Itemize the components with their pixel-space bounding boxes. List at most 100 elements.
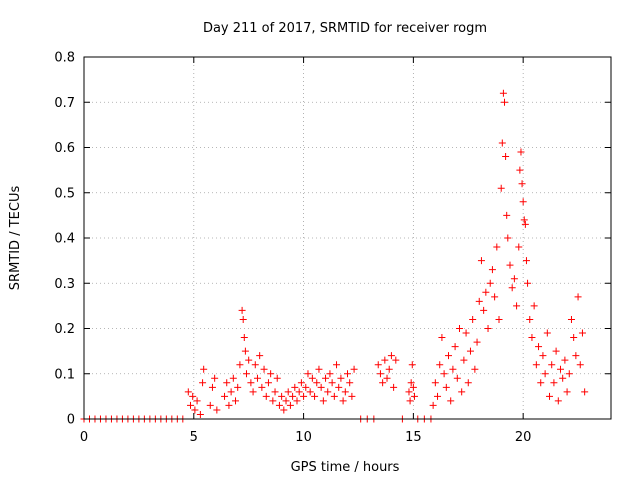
data-point (508, 284, 516, 292)
data-point (552, 347, 560, 355)
data-point (337, 374, 345, 382)
data-point (264, 379, 272, 387)
data-point (328, 379, 336, 387)
y-tick-label: 0.5 (54, 186, 75, 201)
data-point (520, 216, 528, 224)
data-point (530, 302, 538, 310)
data-point (289, 392, 297, 400)
data-point (213, 406, 221, 414)
data-point (561, 356, 569, 364)
data-point (532, 361, 540, 369)
data-point (392, 356, 400, 364)
data-point (341, 388, 349, 396)
y-tick-label: 0.4 (54, 232, 75, 247)
y-axis-label: SRMTID / TECUs (8, 186, 23, 291)
grid-lines (84, 57, 611, 419)
data-point (451, 343, 459, 351)
data-point (191, 406, 199, 414)
data-point (333, 361, 341, 369)
data-point (245, 356, 253, 364)
data-point (449, 365, 457, 373)
data-point (249, 388, 257, 396)
data-point (241, 347, 249, 355)
data-point (225, 401, 233, 409)
data-point (521, 220, 529, 228)
data-point (480, 306, 488, 314)
plot-frame (83, 56, 612, 420)
data-point (344, 370, 351, 378)
data-point (300, 392, 308, 400)
data-point (581, 388, 589, 396)
data-point (501, 98, 509, 106)
data-point (528, 334, 536, 342)
data-point (253, 374, 261, 382)
data-point (498, 139, 506, 147)
data-point (193, 397, 201, 405)
data-point (471, 365, 479, 373)
data-point (524, 279, 532, 287)
x-tick-label: 10 (295, 430, 312, 445)
data-point (503, 211, 511, 219)
data-point (405, 388, 413, 396)
data-point (455, 325, 463, 332)
data-point (572, 352, 580, 360)
data-point (482, 288, 490, 296)
data-point (311, 392, 319, 400)
data-point (565, 370, 573, 378)
data-point (537, 379, 545, 387)
data-point (326, 370, 334, 378)
data-point (348, 392, 356, 400)
data-point (431, 379, 439, 387)
data-point (510, 275, 518, 283)
data-point (339, 397, 347, 405)
data-point (304, 370, 312, 378)
data-point (262, 392, 270, 400)
data-point (286, 401, 294, 409)
data-point (574, 293, 582, 301)
data-point (408, 361, 416, 369)
data-point (447, 397, 455, 405)
data-point (383, 374, 391, 382)
data-point (282, 397, 290, 405)
data-point (196, 410, 204, 418)
x-tick-label: 5 (190, 430, 198, 445)
data-point (242, 370, 250, 378)
data-point (484, 325, 492, 332)
data-point (260, 365, 268, 373)
data-point (462, 329, 470, 337)
data-point (221, 392, 229, 400)
data-point (232, 397, 240, 405)
data-point (238, 306, 246, 314)
data-point (543, 329, 551, 337)
data-point (199, 379, 207, 387)
data-point (442, 383, 450, 391)
data-point (506, 261, 514, 269)
data-point (324, 388, 332, 396)
x-tick-label: 15 (405, 430, 422, 445)
data-point (518, 180, 526, 188)
data-point (546, 392, 554, 400)
data-point (497, 184, 505, 192)
data-point (267, 370, 275, 378)
data-point (223, 379, 231, 387)
data-point (211, 374, 219, 382)
data-point (513, 302, 521, 310)
data-point (526, 315, 534, 323)
data-point (535, 343, 543, 351)
data-point (539, 352, 547, 360)
data-point (240, 334, 248, 342)
chart-title: Day 211 of 2017, SRMTID for receiver rog… (203, 21, 487, 36)
data-point (550, 379, 558, 387)
data-point (495, 315, 503, 323)
data-point (291, 383, 299, 391)
data-point (387, 352, 395, 360)
data-point (440, 370, 448, 378)
data-point (563, 388, 571, 396)
data-point (335, 383, 343, 391)
data-point (491, 293, 499, 301)
data-point (376, 370, 384, 378)
data-point (464, 379, 472, 387)
data-point (295, 388, 303, 396)
data-point (306, 388, 314, 396)
data-point (434, 392, 442, 400)
